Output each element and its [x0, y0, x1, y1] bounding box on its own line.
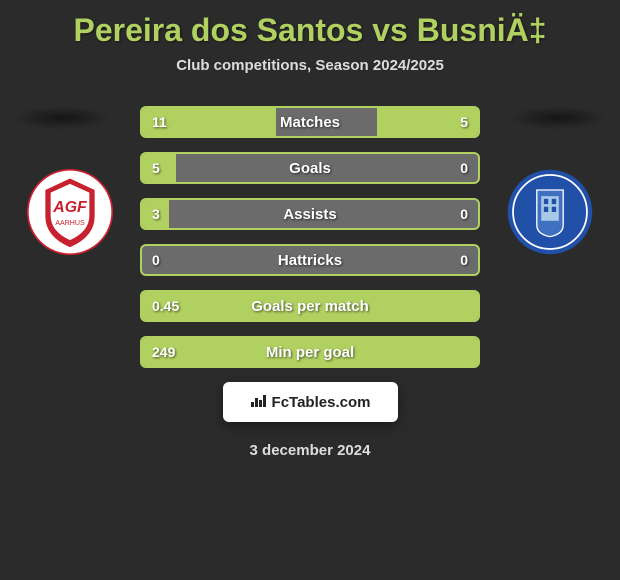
stat-label: Goals	[142, 154, 478, 182]
stat-label: Matches	[142, 108, 478, 136]
footer-logo[interactable]: FcTables.com	[223, 382, 398, 422]
stat-row: 0Hattricks0	[140, 244, 480, 276]
stat-label: Goals per match	[142, 292, 478, 320]
stat-label: Hattricks	[142, 246, 478, 274]
stat-label: Min per goal	[142, 338, 478, 366]
stat-value-right: 0	[460, 200, 468, 228]
badge-right-icon	[506, 168, 594, 256]
svg-text:AARHUS: AARHUS	[55, 220, 85, 227]
svg-text:AGF: AGF	[52, 199, 88, 216]
stats-bars: 11Matches55Goals03Assists00Hattricks00.4…	[140, 106, 480, 368]
badge-left-icon: AGF AARHUS	[26, 168, 114, 256]
stats-content: AGF AARHUS 11Matches55Goals03Assists00Ha…	[0, 106, 620, 459]
page-title: Pereira dos Santos vs BusniÄ‡	[0, 0, 620, 49]
stat-value-right: 0	[460, 154, 468, 182]
date-label: 3 december 2024	[0, 442, 620, 459]
footer-logo-label: FcTables.com	[272, 394, 371, 411]
chart-icon	[250, 394, 268, 411]
stat-row: 11Matches5	[140, 106, 480, 138]
team-badge-right	[506, 168, 594, 256]
stat-value-right: 5	[460, 108, 468, 136]
subtitle: Club competitions, Season 2024/2025	[0, 57, 620, 74]
shadow-left	[12, 106, 112, 130]
stat-row: 5Goals0	[140, 152, 480, 184]
stat-row: 3Assists0	[140, 198, 480, 230]
stat-label: Assists	[142, 200, 478, 228]
shadow-right	[508, 106, 608, 130]
stat-row: 249Min per goal	[140, 336, 480, 368]
team-badge-left: AGF AARHUS	[26, 168, 114, 256]
stat-value-right: 0	[460, 246, 468, 274]
stat-row: 0.45Goals per match	[140, 290, 480, 322]
